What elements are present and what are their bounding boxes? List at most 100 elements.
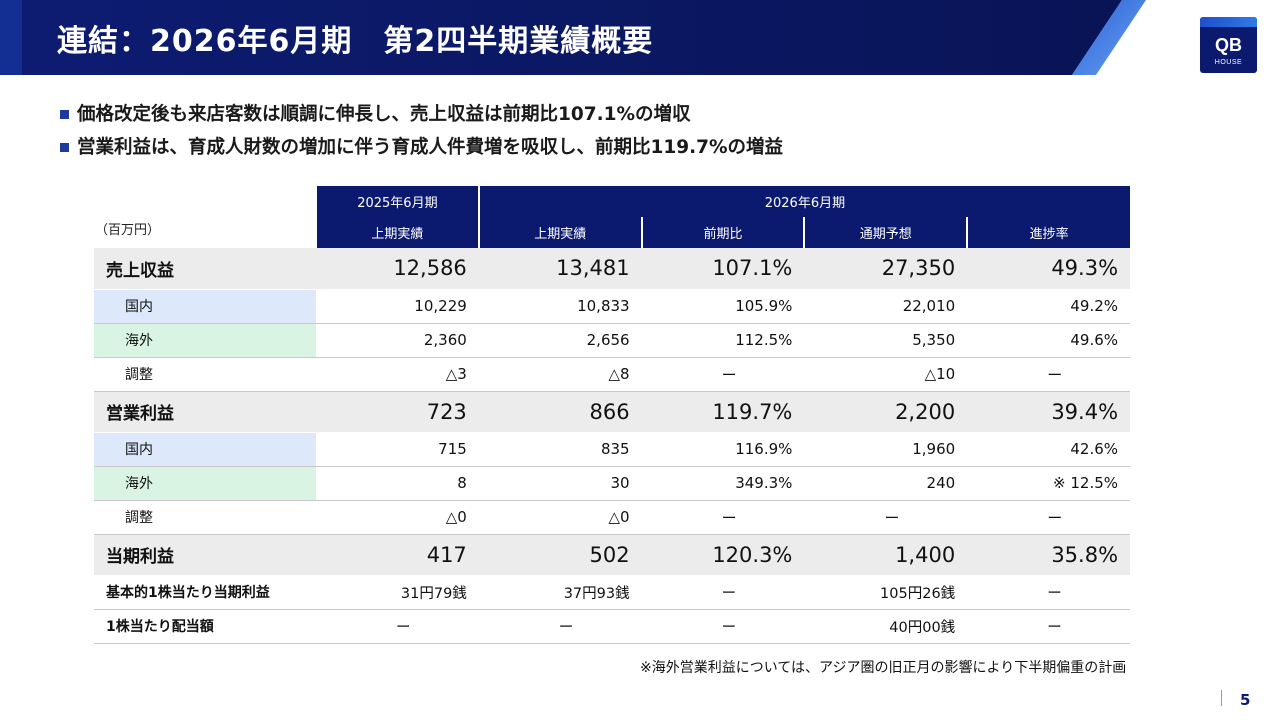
row-label: 調整	[94, 357, 316, 392]
bullet-operating-profit: 営業利益は、育成人財数の増加に伴う育成人件費増を吸収し、前期比119.7%の増益	[60, 131, 783, 164]
cell: 116.9%	[641, 432, 805, 467]
table-row: 国内 715 835 116.9% 1,960 42.6%	[94, 432, 1131, 467]
page-divider	[1221, 690, 1222, 706]
cell: 31円79銭	[316, 575, 479, 610]
summary-bullets: 価格改定後も来店客数は順調に伸長し、売上収益は前期比107.1%の増収 営業利益…	[60, 98, 783, 164]
cell: 22,010	[804, 289, 968, 324]
row-label: 売上収益	[94, 248, 316, 290]
results-table: 2025年6月期 2026年6月期 上期実績 上期実績 前期比 通期予想 進捗率…	[94, 186, 1131, 644]
unit-label: （百万円）	[95, 223, 161, 238]
cell: 49.2%	[967, 289, 1131, 324]
cell: 502	[478, 534, 642, 576]
row-label: 国内	[94, 432, 316, 467]
col-forecast: 通期予想	[803, 217, 968, 248]
page-number: 5	[1240, 691, 1251, 709]
header-fy2026: 2026年6月期	[477, 186, 1131, 217]
col-progress: 進捗率	[966, 217, 1131, 248]
cell: 40円00銭	[804, 609, 968, 644]
cell: 49.3%	[967, 248, 1131, 290]
cell: △10	[804, 357, 968, 392]
cell: 105円26銭	[804, 575, 968, 610]
cell: 112.5%	[641, 323, 805, 358]
footnote: ※海外営業利益については、アジア圏の旧正月の影響により下半期偏重の計画	[640, 660, 1127, 676]
cell: 5,350	[804, 323, 968, 358]
cell: 42.6%	[967, 432, 1131, 467]
cell: 349.3%	[641, 466, 805, 501]
cell: 119.7%	[641, 391, 805, 433]
cell: 49.6%	[967, 323, 1131, 358]
logo-sub-text: HOUSE	[1214, 59, 1243, 66]
column-header-row: 上期実績 上期実績 前期比 通期予想 進捗率	[94, 217, 1131, 248]
cell: ー	[641, 500, 805, 535]
cell: 2,200	[804, 391, 968, 433]
cell: △8	[478, 357, 642, 392]
cell: 715	[316, 432, 479, 467]
table-row: 基本的1株当たり当期利益 31円79銭 37円93銭 ー 105円26銭 ー	[94, 575, 1131, 610]
cell: ー	[967, 609, 1131, 644]
row-label: 海外	[94, 466, 316, 501]
cell: 1,960	[804, 432, 968, 467]
cell: 2,360	[316, 323, 479, 358]
cell: 12,586	[316, 248, 479, 290]
cell: 417	[316, 534, 479, 576]
cell: 35.8%	[967, 534, 1131, 576]
logo-accent-bar	[1200, 17, 1257, 27]
header-fy2025: 2025年6月期	[315, 186, 479, 217]
logo-main-text: QB	[1215, 35, 1242, 55]
table-row: 調整 △0 △0 ー ー ー	[94, 500, 1131, 535]
cell: 105.9%	[641, 289, 805, 324]
col-h1-2026: 上期実績	[477, 217, 642, 248]
page-title: 連結：2026年6月期 第2四半期業績概要	[57, 24, 654, 59]
qb-house-logo: QB HOUSE	[1200, 17, 1257, 73]
table-row: 1株当たり配当額 ー ー ー 40円00銭 ー	[94, 609, 1131, 644]
title-banner-shape	[0, 0, 1146, 75]
table-row: 売上収益 12,586 13,481 107.1% 27,350 49.3%	[94, 248, 1131, 290]
cell: 10,229	[316, 289, 479, 324]
row-label: 当期利益	[94, 534, 316, 576]
cell: △3	[316, 357, 479, 392]
title-banner: 連結：2026年6月期 第2四半期業績概要	[0, 0, 1280, 75]
cell: 30	[478, 466, 642, 501]
cell: 866	[478, 391, 642, 433]
row-label: 調整	[94, 500, 316, 535]
cell: ー	[316, 609, 479, 644]
cell: 107.1%	[641, 248, 805, 290]
header-blank	[94, 186, 316, 217]
cell: 120.3%	[641, 534, 805, 576]
cell: ー	[478, 609, 642, 644]
cell: 27,350	[804, 248, 968, 290]
row-label: 国内	[94, 289, 316, 324]
cell: 835	[478, 432, 642, 467]
header-blank	[94, 217, 316, 248]
period-header-row: 2025年6月期 2026年6月期	[94, 186, 1131, 217]
table-row: 海外 2,360 2,656 112.5% 5,350 49.6%	[94, 323, 1131, 358]
cell: 10,833	[478, 289, 642, 324]
cell: 13,481	[478, 248, 642, 290]
row-label: 海外	[94, 323, 316, 358]
cell: 2,656	[478, 323, 642, 358]
col-yoy: 前期比	[640, 217, 805, 248]
cell: 37円93銭	[478, 575, 642, 610]
cell: ー	[804, 500, 968, 535]
cell: ー	[641, 609, 805, 644]
row-label: 1株当たり配当額	[94, 609, 316, 644]
cell: △0	[316, 500, 479, 535]
cell: 240	[804, 466, 968, 501]
cell: 39.4%	[967, 391, 1131, 433]
table-row: 当期利益 417 502 120.3% 1,400 35.8%	[94, 534, 1131, 576]
col-h1-2025: 上期実績	[315, 217, 479, 248]
cell: 723	[316, 391, 479, 433]
cell: ー	[967, 357, 1131, 392]
bullet-revenue: 価格改定後も来店客数は順調に伸長し、売上収益は前期比107.1%の増収	[60, 98, 783, 131]
cell: 8	[316, 466, 479, 501]
table-row: 海外 8 30 349.3% 240 ※ 12.5%	[94, 466, 1131, 501]
table-row: 国内 10,229 10,833 105.9% 22,010 49.2%	[94, 289, 1131, 324]
cell: ー	[967, 500, 1131, 535]
cell: ※ 12.5%	[967, 466, 1131, 501]
cell: ー	[967, 575, 1131, 610]
cell: 1,400	[804, 534, 968, 576]
cell: ー	[641, 357, 805, 392]
table-row: 営業利益 723 866 119.7% 2,200 39.4%	[94, 391, 1131, 433]
table-row: 調整 △3 △8 ー △10 ー	[94, 357, 1131, 392]
row-label: 基本的1株当たり当期利益	[94, 575, 316, 610]
